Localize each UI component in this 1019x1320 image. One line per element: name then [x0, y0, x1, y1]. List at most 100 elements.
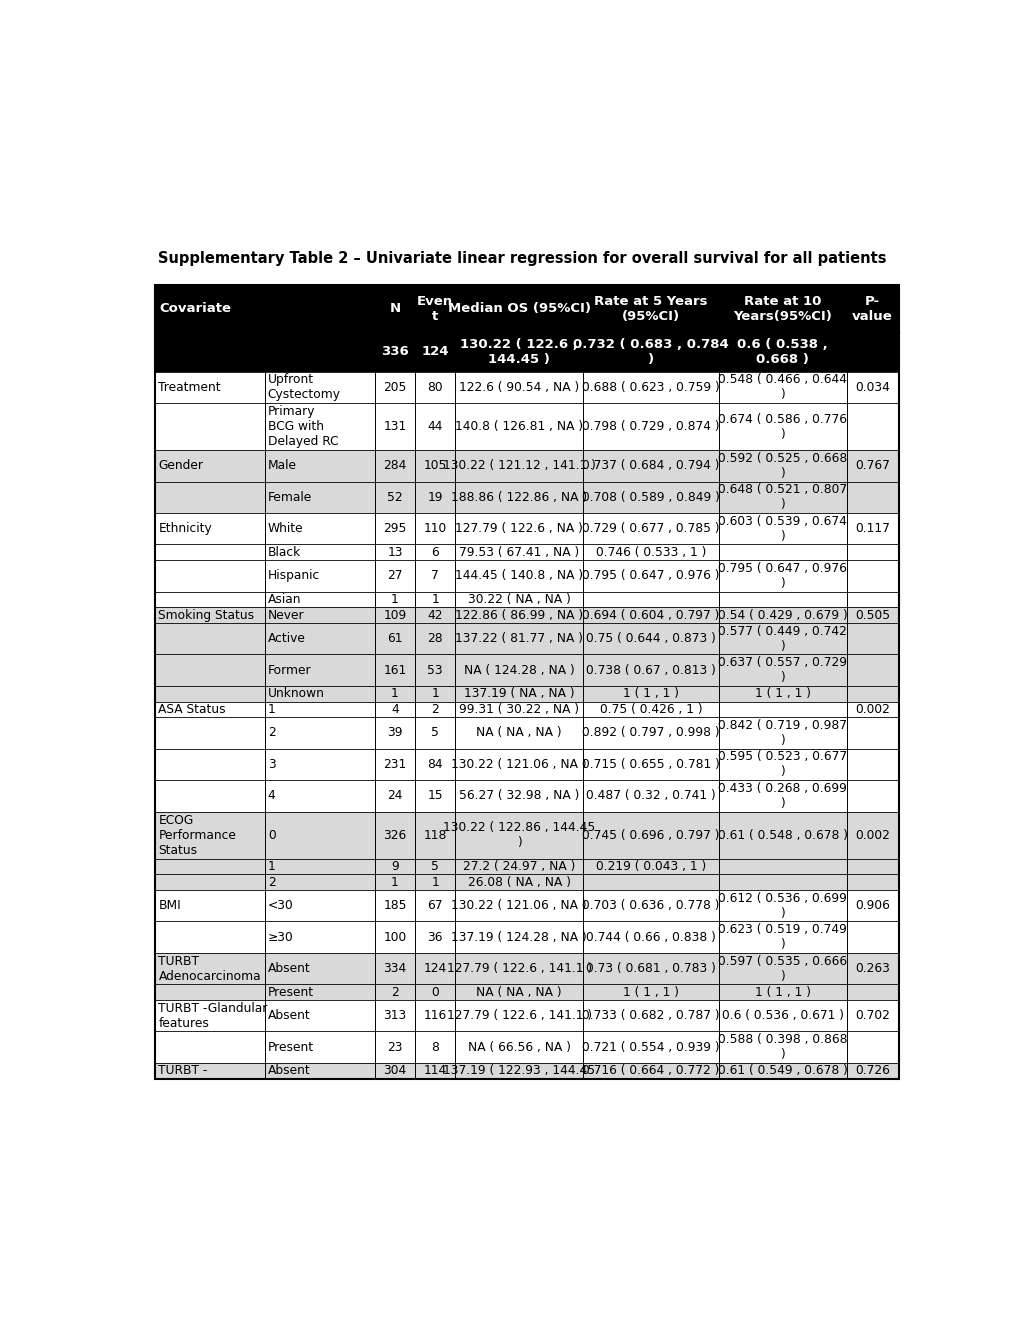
Text: 0.034: 0.034 — [854, 381, 890, 393]
Text: 110: 110 — [423, 523, 446, 536]
Text: 30.22 ( NA , NA ): 30.22 ( NA , NA ) — [468, 593, 570, 606]
Text: 0.694 ( 0.604 , 0.797 ): 0.694 ( 0.604 , 0.797 ) — [582, 609, 718, 622]
Text: 334: 334 — [383, 962, 407, 975]
Text: 0.715 ( 0.655 , 0.781 ): 0.715 ( 0.655 , 0.781 ) — [582, 758, 719, 771]
Text: 0.732 ( 0.683 , 0.784
): 0.732 ( 0.683 , 0.784 ) — [573, 338, 728, 366]
Bar — [155, 701, 898, 717]
Text: 0.505: 0.505 — [854, 609, 890, 622]
Text: 100: 100 — [383, 931, 407, 944]
Text: Primary
BCG with
Delayed RC: Primary BCG with Delayed RC — [268, 405, 338, 449]
Text: 0.002: 0.002 — [854, 829, 890, 842]
Text: 109: 109 — [383, 609, 407, 622]
Text: 0.588 ( 0.398 , 0.868
): 0.588 ( 0.398 , 0.868 ) — [717, 1034, 847, 1061]
Text: 295: 295 — [383, 523, 407, 536]
Text: 0.263: 0.263 — [854, 962, 890, 975]
Bar — [155, 953, 898, 985]
Text: 0.219 ( 0.043 , 1 ): 0.219 ( 0.043 , 1 ) — [595, 861, 705, 873]
Text: 0.726: 0.726 — [854, 1064, 890, 1077]
Text: 0.002: 0.002 — [854, 704, 890, 715]
Bar — [155, 812, 898, 858]
Text: 99.31 ( 30.22 , NA ): 99.31 ( 30.22 , NA ) — [459, 704, 579, 715]
Text: 0.54 ( 0.429 , 0.679 ): 0.54 ( 0.429 , 0.679 ) — [717, 609, 847, 622]
Text: 326: 326 — [383, 829, 407, 842]
Text: 0.702: 0.702 — [854, 1010, 890, 1022]
Text: Active: Active — [268, 632, 306, 645]
Text: 0.716 ( 0.664 , 0.772 ): 0.716 ( 0.664 , 0.772 ) — [582, 1064, 718, 1077]
Text: 0.577 ( 0.449 , 0.742
): 0.577 ( 0.449 , 0.742 ) — [717, 624, 846, 652]
Text: Absent: Absent — [268, 962, 310, 975]
Text: 137.19 ( 122.93 , 144.45: 137.19 ( 122.93 , 144.45 — [442, 1064, 595, 1077]
Text: 1 ( 1 , 1 ): 1 ( 1 , 1 ) — [754, 688, 810, 700]
Text: 0.603 ( 0.539 , 0.674
): 0.603 ( 0.539 , 0.674 ) — [717, 515, 846, 543]
Text: 52: 52 — [387, 491, 403, 504]
Text: 36: 36 — [427, 931, 442, 944]
Bar — [155, 780, 898, 812]
Text: 0.623 ( 0.519 , 0.749
): 0.623 ( 0.519 , 0.749 ) — [717, 923, 846, 952]
Text: Ethnicity: Ethnicity — [158, 523, 212, 536]
Text: 137.19 ( 124.28 , NA ): 137.19 ( 124.28 , NA ) — [450, 931, 587, 944]
Text: 118: 118 — [423, 829, 446, 842]
Text: 185: 185 — [383, 899, 407, 912]
Text: 24: 24 — [387, 789, 403, 803]
Text: 0.548 ( 0.466 , 0.644
): 0.548 ( 0.466 , 0.644 ) — [717, 374, 846, 401]
Text: 8: 8 — [431, 1040, 438, 1053]
Bar — [155, 717, 898, 748]
Text: 313: 313 — [383, 1010, 407, 1022]
Text: 161: 161 — [383, 664, 407, 677]
Text: <30: <30 — [268, 899, 293, 912]
Text: 67: 67 — [427, 899, 442, 912]
Text: ASA Status: ASA Status — [158, 704, 226, 715]
Text: Median OS (95%CI): Median OS (95%CI) — [447, 302, 590, 315]
Text: 0.73 ( 0.681 , 0.783 ): 0.73 ( 0.681 , 0.783 ) — [585, 962, 715, 975]
Text: 61: 61 — [387, 632, 403, 645]
Text: 122.6 ( 90.54 , NA ): 122.6 ( 90.54 , NA ) — [459, 381, 579, 393]
Text: 130.22 ( 122.86 , 144.45
): 130.22 ( 122.86 , 144.45 ) — [442, 821, 595, 849]
Text: Smoking Status: Smoking Status — [158, 609, 255, 622]
Text: Unknown: Unknown — [268, 688, 324, 700]
Text: 0.648 ( 0.521 , 0.807
): 0.648 ( 0.521 , 0.807 ) — [717, 483, 847, 511]
Bar — [155, 1031, 898, 1063]
Bar — [155, 1001, 898, 1031]
Text: 1 ( 1 , 1 ): 1 ( 1 , 1 ) — [623, 688, 679, 700]
Text: 44: 44 — [427, 420, 442, 433]
Text: 188.86 ( 122.86 , NA ): 188.86 ( 122.86 , NA ) — [450, 491, 587, 504]
Text: Hispanic: Hispanic — [268, 569, 320, 582]
Text: 0.433 ( 0.268 , 0.699
): 0.433 ( 0.268 , 0.699 ) — [717, 781, 846, 809]
Text: 0: 0 — [268, 829, 275, 842]
Text: 42: 42 — [427, 609, 442, 622]
Bar — [155, 513, 898, 544]
Text: 0.795 ( 0.647 , 0.976
): 0.795 ( 0.647 , 0.976 ) — [717, 562, 846, 590]
Bar — [155, 623, 898, 655]
Text: 336: 336 — [381, 345, 409, 358]
Bar — [155, 544, 898, 560]
Text: 0.767: 0.767 — [854, 459, 890, 473]
Text: 7: 7 — [431, 569, 438, 582]
Bar — [155, 560, 898, 591]
Bar — [155, 403, 898, 450]
Bar — [155, 450, 898, 482]
Text: 127.79 ( 122.6 , 141.1 ): 127.79 ( 122.6 , 141.1 ) — [446, 1010, 591, 1022]
Text: 0.744 ( 0.66 , 0.838 ): 0.744 ( 0.66 , 0.838 ) — [585, 931, 715, 944]
Text: 0.487 ( 0.32 , 0.741 ): 0.487 ( 0.32 , 0.741 ) — [586, 789, 715, 803]
Text: 4: 4 — [268, 789, 275, 803]
Text: 53: 53 — [427, 664, 442, 677]
Text: 127.79 ( 122.6 , NA ): 127.79 ( 122.6 , NA ) — [454, 523, 583, 536]
Text: Former: Former — [268, 664, 311, 677]
Text: 0.61 ( 0.548 , 0.678 ): 0.61 ( 0.548 , 0.678 ) — [716, 829, 847, 842]
Text: TURBT -Glandular
features: TURBT -Glandular features — [158, 1002, 268, 1030]
Text: 0.595 ( 0.523 , 0.677
): 0.595 ( 0.523 , 0.677 ) — [717, 750, 847, 779]
Text: 6: 6 — [431, 546, 438, 558]
Text: 0.733 ( 0.682 , 0.787 ): 0.733 ( 0.682 , 0.787 ) — [582, 1010, 719, 1022]
Bar — [155, 890, 898, 921]
Text: 1: 1 — [268, 704, 275, 715]
Text: 19: 19 — [427, 491, 442, 504]
Text: Treatment: Treatment — [158, 381, 221, 393]
Text: 0.892 ( 0.797 , 0.998 ): 0.892 ( 0.797 , 0.998 ) — [582, 726, 719, 739]
Bar — [155, 482, 898, 513]
Bar — [155, 285, 898, 331]
Text: 114: 114 — [423, 1064, 446, 1077]
Text: 0.798 ( 0.729 , 0.874 ): 0.798 ( 0.729 , 0.874 ) — [582, 420, 719, 433]
Text: 27.2 ( 24.97 , NA ): 27.2 ( 24.97 , NA ) — [463, 861, 575, 873]
Text: 28: 28 — [427, 632, 442, 645]
Text: P-
value: P- value — [852, 294, 892, 322]
